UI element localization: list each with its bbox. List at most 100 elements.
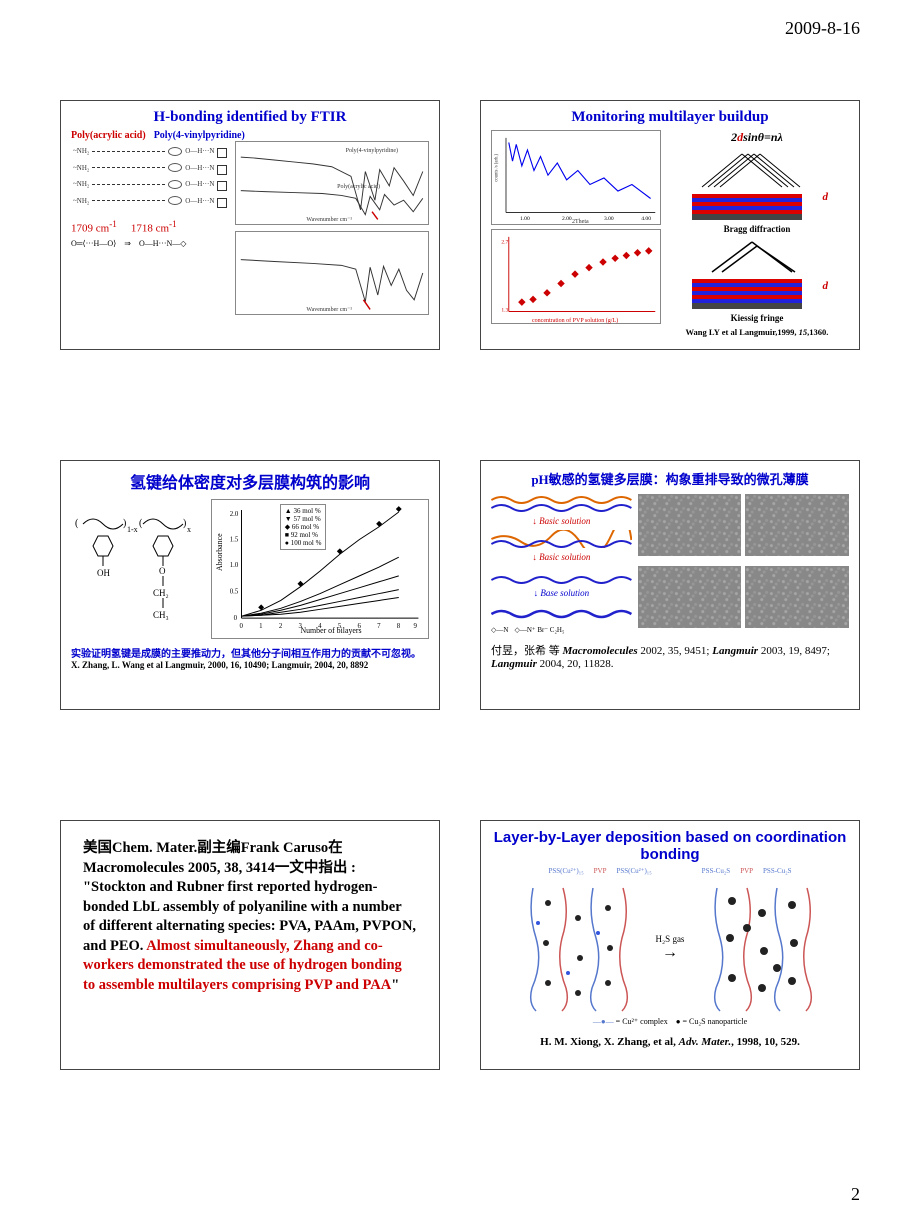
legend: ▲ 36 mol % ▼ 57 mol % ◆ 66 mol % ■ 92 mo… <box>280 504 327 550</box>
wn1: 1709 cm-1 <box>71 219 117 235</box>
spec-xlabel-2: Wavenumber cm⁻¹ <box>306 306 352 313</box>
bragg-diagram: d <box>692 149 822 220</box>
svg-text:9: 9 <box>413 623 417 630</box>
step1-label: ↓ Basic solution <box>491 516 632 526</box>
chain-left <box>518 883 638 1013</box>
slide-4: pH敏感的氢键多层膜：构象重排导致的微孔薄膜 ↓ Basic solution … <box>480 460 860 710</box>
slide-grid: H-bonding identified by FTIR Poly(acryli… <box>60 100 860 1070</box>
svg-text:8: 8 <box>397 623 401 630</box>
slide1-polymer-labels: Poly(acrylic acid) Poly(4-vinylpyridine) <box>71 130 429 141</box>
ftir-spectrum-bottom: Wavenumber cm⁻¹ <box>235 231 429 315</box>
absorbance-graph: ▲ 36 mol % ▼ 57 mol % ◆ 66 mol % ■ 92 mo… <box>211 499 429 639</box>
svg-text:Absorbance: Absorbance <box>215 533 224 571</box>
svg-text:3: 3 <box>298 623 302 630</box>
svg-text:): ) <box>183 518 186 529</box>
bragg-equation: 2dsinθ=nλ <box>731 130 783 145</box>
polymer-struct: ◇—N ◇—N⁺ Br⁻ C₂H₅ <box>491 626 632 634</box>
hbond-icon: O—H···N—◇ <box>139 239 186 248</box>
conc-xlabel: concentration of PVP solution (g/L) <box>532 318 618 324</box>
slide4-title: pH敏感的氢键多层膜：构象重排导致的微孔薄膜 <box>491 469 849 488</box>
slide3-cite: X. Zhang, L. Wang et al Langmuir, 2000, … <box>71 660 429 670</box>
spec-xlabel-1: Wavenumber cm⁻¹ <box>306 216 352 223</box>
svg-text:OH: OH <box>97 568 110 578</box>
slide-1: H-bonding identified by FTIR Poly(acryli… <box>60 100 440 350</box>
xrd-xlabel: 2Theta <box>572 219 589 225</box>
svg-text:O: O <box>159 566 166 576</box>
thickness-graph: 1.3 2.7 concentration of PVP solution (g… <box>491 229 661 324</box>
slide2-cite: Wang LY et al Langmuir,1999, 15,1360. <box>686 327 829 337</box>
slide6-title: Layer-by-Layer deposition based on coord… <box>491 829 849 863</box>
svg-text:(: ( <box>139 518 143 529</box>
svg-text:6: 6 <box>357 623 361 630</box>
svg-text:2: 2 <box>279 623 283 630</box>
svg-text:1: 1 <box>259 623 263 630</box>
xrd-graph: counts /s (arb.) 1.00 2.00 3.00 4.00 2Th… <box>491 130 661 225</box>
svg-text:2.00: 2.00 <box>562 216 572 222</box>
slide5-quote: 美国Chem. Mater.副主编Frank Caruso在Macromolec… <box>83 839 417 996</box>
step2-label: ↓ Basic solution <box>491 552 632 562</box>
h2s-arrow: H₂S gas → <box>656 934 685 962</box>
label-pss1: PSS(Cu²⁺)₁₅ <box>548 867 583 875</box>
svg-text:4.00: 4.00 <box>641 216 651 222</box>
spec-label-paa: Poly(acrylic acid) <box>337 184 380 190</box>
slide6-legend: —●— = Cu²⁺ complex ● = Cu₂S nanoparticle <box>491 1017 849 1026</box>
page-date: 2009-8-16 <box>785 18 860 39</box>
svg-text:0.5: 0.5 <box>229 589 238 596</box>
kiessig-caption: Kiessig fringe <box>731 313 784 323</box>
svg-text:0: 0 <box>233 615 237 622</box>
chem-scheme: ~NH₂O—H···N ~NH₂O—H···N ~NH₂O—H···N ~NH₂… <box>71 141 229 211</box>
wn2: 1718 cm-1 <box>131 219 177 235</box>
label-pvp: Poly(4-vinylpyridine) <box>154 130 245 141</box>
label-pss3: PSS-Cu₂S <box>702 867 731 875</box>
sem-1 <box>638 494 742 556</box>
svg-text:1.00: 1.00 <box>520 216 530 222</box>
scheme-column: ↓ Basic solution ↓ Basic solution ↓ Base… <box>491 494 632 634</box>
label-pss2: PSS(Cu²⁺)₁₅ <box>616 867 651 875</box>
svg-text:CH₃: CH₃ <box>153 610 169 620</box>
frag-1x: 1-x <box>127 525 138 534</box>
svg-text:5: 5 <box>338 623 342 630</box>
svg-text:1.0: 1.0 <box>229 562 238 569</box>
sem-grid <box>638 494 849 634</box>
label-paa: Poly(acrylic acid) <box>71 130 146 141</box>
svg-text:4: 4 <box>318 623 322 630</box>
svg-text:1.5: 1.5 <box>229 536 238 543</box>
svg-text:2.0: 2.0 <box>229 511 238 518</box>
slide6-cite: H. M. Xiong, X. Zhang, et al, Adv. Mater… <box>491 1036 849 1048</box>
bragg-caption: Bragg diffraction <box>724 224 791 234</box>
d-label-1: d <box>822 191 828 203</box>
slide2-title: Monitoring multilayer buildup <box>491 109 849 126</box>
page-number: 2 <box>851 1184 860 1205</box>
svg-text:CH₂: CH₂ <box>153 588 169 598</box>
dimer-icon: O═⟨···H—O⟩ <box>71 239 116 248</box>
svg-text:): ) <box>123 518 126 529</box>
slide-3: 氢键给体密度对多层膜构筑的影响 ( ) 1-x () x OH O CH₂ CH… <box>60 460 440 710</box>
sem-4 <box>745 566 849 628</box>
step3-label: ↓ Base solution <box>491 588 632 598</box>
slide3-title: 氢键给体密度对多层膜构筑的影响 <box>71 469 429 493</box>
label-pvp2: PVP <box>740 867 753 875</box>
xrd-ylabel: counts /s (arb.) <box>495 153 500 181</box>
svg-text:1.3: 1.3 <box>501 307 508 313</box>
ftir-spectrum-top: Poly(4-vinylpyridine) Poly(acrylic acid)… <box>235 141 429 225</box>
slide-2: Monitoring multilayer buildup counts /s … <box>480 100 860 350</box>
arrow-icon: ⇒ <box>124 239 131 248</box>
slide1-title: H-bonding identified by FTIR <box>71 109 429 126</box>
sem-2 <box>745 494 849 556</box>
sem-3 <box>638 566 742 628</box>
svg-text:(: ( <box>75 518 79 529</box>
chain-right <box>702 883 822 1013</box>
slide4-cite: 付昱，张希 等 Macromolecules 2002, 35, 9451; L… <box>491 642 849 670</box>
spec-label-pvp: Poly(4-vinylpyridine) <box>346 148 398 154</box>
frag-x: x <box>187 525 191 534</box>
slide-5: 美国Chem. Mater.副主编Frank Caruso在Macromolec… <box>60 820 440 1070</box>
copolymer-structure: ( ) 1-x () x OH O CH₂ CH₃ <box>71 499 205 639</box>
svg-text:7: 7 <box>377 623 381 630</box>
label-pss4: PSS-Cu₂S <box>763 867 792 875</box>
svg-text:Number of bilayers: Number of bilayers <box>300 626 361 635</box>
slide-6: Layer-by-Layer deposition based on coord… <box>480 820 860 1070</box>
svg-text:0: 0 <box>239 623 243 630</box>
svg-text:2.7: 2.7 <box>501 239 508 245</box>
label-pvp1: PVP <box>594 867 607 875</box>
kiessig-diagram: d <box>692 240 822 309</box>
